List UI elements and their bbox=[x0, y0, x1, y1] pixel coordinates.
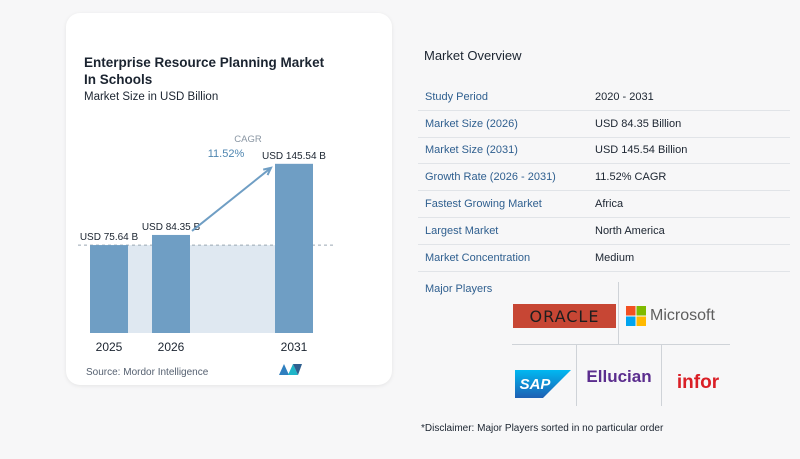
players-title: Major Players bbox=[425, 283, 493, 295]
disclaimer: *Disclaimer: Major Players sorted in no … bbox=[421, 423, 664, 434]
logo-divider bbox=[661, 344, 662, 406]
overview-row: Largest Market North America bbox=[418, 218, 790, 245]
overview-value: Medium bbox=[595, 251, 635, 264]
overview-key: Study Period bbox=[425, 90, 488, 103]
mordor-logo-icon bbox=[279, 364, 302, 375]
tick-label-2025: 2025 bbox=[96, 340, 123, 354]
logo-divider bbox=[576, 344, 577, 406]
overview-row: Fastest Growing Market Africa bbox=[418, 191, 790, 218]
logo-divider bbox=[512, 344, 730, 345]
tick-label-2031: 2031 bbox=[281, 340, 308, 354]
overview-value: USD 145.54 Billion bbox=[595, 144, 688, 157]
bar-chart: USD 75.64 B 2025 USD 84.35 B 2026 USD 145.54… bbox=[78, 134, 336, 354]
data-label-2026: USD 84.35 B bbox=[142, 222, 201, 233]
overview-value: USD 84.35 Billion bbox=[595, 117, 682, 130]
data-label-2031: USD 145.54 B bbox=[262, 151, 326, 162]
sap-shape-icon bbox=[515, 370, 571, 398]
ellucian-logo: Ellucian bbox=[586, 367, 652, 386]
overview-key: Market Size (2026) bbox=[425, 117, 518, 130]
data-label-2025: USD 75.64 B bbox=[80, 232, 139, 243]
cagr-arrow-head-icon bbox=[262, 166, 273, 176]
overview-value: Africa bbox=[595, 198, 624, 211]
chart-title: Enterprise Resource Planning Market In S… bbox=[84, 55, 325, 87]
microsoft-logo: Microsoft bbox=[626, 304, 726, 328]
source-text: Source: Mordor Intelligence bbox=[86, 367, 209, 378]
bar-2025 bbox=[90, 245, 128, 333]
overview-value: 11.52% CAGR bbox=[595, 171, 667, 184]
overview-row: Market Size (2026) USD 84.35 Billion bbox=[418, 111, 790, 138]
overview-key: Largest Market bbox=[425, 224, 499, 237]
microsoft-squares-icon bbox=[626, 306, 646, 326]
overview-key: Market Concentration bbox=[425, 251, 531, 264]
overview-key: Fastest Growing Market bbox=[425, 198, 542, 211]
bar-2026 bbox=[152, 234, 190, 333]
oracle-logo: ORACLE bbox=[513, 304, 616, 328]
bar-2031 bbox=[275, 163, 313, 333]
overview-row: Growth Rate (2026 - 2031) 11.52% CAGR bbox=[418, 164, 790, 192]
overview-value: 2020 - 2031 bbox=[595, 90, 654, 103]
overview-value: North America bbox=[595, 224, 665, 237]
logo-divider bbox=[618, 282, 619, 344]
overview-row: Market Concentration Medium bbox=[418, 245, 790, 272]
infor-logo: infor bbox=[676, 372, 720, 393]
cagr-arrow-line bbox=[191, 167, 272, 232]
tick-label-2026: 2026 bbox=[158, 340, 185, 354]
chart-subtitle: Market Size in USD Billion bbox=[84, 91, 219, 103]
overview-key: Growth Rate (2026 - 2031) bbox=[425, 171, 556, 184]
overview-table: Study Period 2020 - 2031 Market Size (2026… bbox=[418, 84, 790, 272]
sap-logo: SAP bbox=[515, 370, 571, 398]
cagr-label: CAGR bbox=[234, 134, 262, 145]
overview-key: Market Size (2031) bbox=[425, 144, 518, 157]
overview-row: Market Size (2031) USD 145.54 Billion bbox=[418, 138, 790, 165]
overview-title: Market Overview bbox=[424, 48, 522, 63]
overview-row: Study Period 2020 - 2031 bbox=[418, 84, 790, 111]
cagr-value: 11.52% bbox=[208, 148, 245, 160]
